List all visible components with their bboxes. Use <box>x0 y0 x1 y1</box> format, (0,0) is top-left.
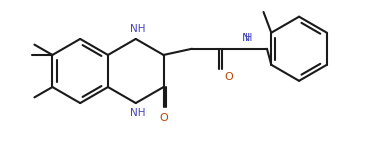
Text: H: H <box>245 33 252 43</box>
Text: NH: NH <box>130 24 146 34</box>
Text: NH: NH <box>130 108 146 118</box>
Text: O: O <box>159 113 168 123</box>
Text: N: N <box>242 33 250 43</box>
Text: O: O <box>224 72 233 82</box>
